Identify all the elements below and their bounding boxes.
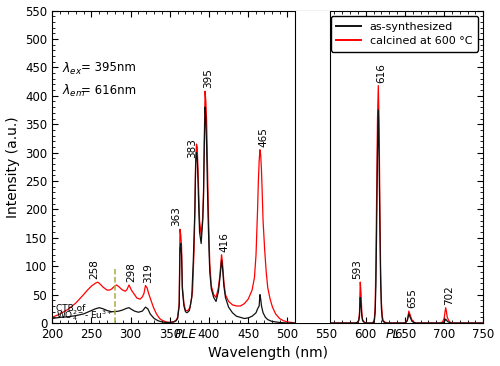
Text: $\lambda_{em}$: $\lambda_{em}$ bbox=[62, 83, 85, 99]
Text: 702: 702 bbox=[444, 285, 454, 305]
Text: 395: 395 bbox=[203, 68, 213, 89]
Text: PL: PL bbox=[386, 328, 400, 341]
Text: = 395nm: = 395nm bbox=[81, 61, 136, 74]
Text: 319: 319 bbox=[144, 263, 154, 283]
Text: 465: 465 bbox=[258, 127, 268, 147]
Y-axis label: Intensity (a.u.): Intensity (a.u.) bbox=[6, 116, 20, 218]
Text: 298: 298 bbox=[126, 262, 136, 282]
Text: 616: 616 bbox=[376, 63, 386, 83]
Text: CTB of: CTB of bbox=[56, 303, 86, 313]
Text: PLE: PLE bbox=[174, 328, 197, 341]
X-axis label: Wavelength (nm): Wavelength (nm) bbox=[208, 347, 328, 361]
Text: $\mathregular{WO_4^{2-}}$- Eu$^{3+}$: $\mathregular{WO_4^{2-}}$- Eu$^{3+}$ bbox=[56, 308, 114, 323]
Legend: as-synthesized, calcined at 600 °C: as-synthesized, calcined at 600 °C bbox=[331, 16, 478, 52]
Text: 383: 383 bbox=[186, 138, 196, 158]
Text: = 616nm: = 616nm bbox=[81, 83, 136, 97]
Text: $\lambda_{ex}$: $\lambda_{ex}$ bbox=[62, 60, 82, 76]
Bar bbox=[295, 8, 330, 326]
Text: 363: 363 bbox=[171, 206, 181, 227]
Text: 416: 416 bbox=[220, 232, 230, 252]
Text: 593: 593 bbox=[352, 259, 362, 279]
Text: 258: 258 bbox=[90, 259, 100, 279]
Text: 655: 655 bbox=[407, 288, 417, 308]
